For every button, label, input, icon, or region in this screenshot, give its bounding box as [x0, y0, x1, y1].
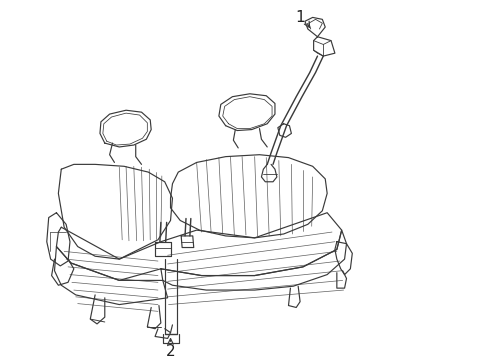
Text: 2: 2 — [165, 344, 175, 359]
Text: 1: 1 — [295, 10, 305, 25]
